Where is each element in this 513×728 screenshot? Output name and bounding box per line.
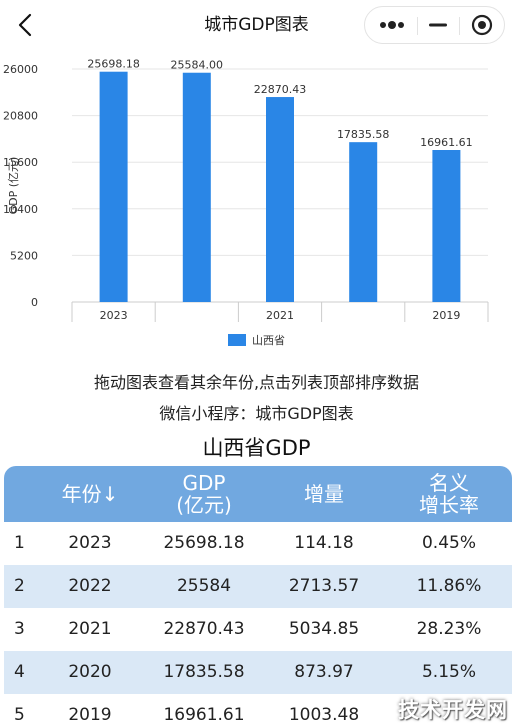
bar — [349, 142, 378, 302]
x-tick-label: 2021 — [266, 309, 294, 322]
target-circle-icon — [471, 14, 492, 36]
row-year: 2019 — [68, 705, 112, 725]
site-watermark: 技术开发网 — [398, 698, 508, 722]
row-growth-rate: 5.15% — [421, 662, 476, 682]
row-rank: 2 — [14, 576, 25, 596]
y-tick-label: 20800 — [3, 110, 38, 123]
table-row[interactable]: 5 2019 16961.61 1003.48 — [4, 694, 512, 728]
increase-header-label: 增量 — [304, 482, 344, 506]
data-label: 16961.61 — [420, 136, 473, 149]
gdp-bar-chart[interactable]: 0 5200 10400 15600 20800 26000 GDP (亿元) 25698.1… — [0, 52, 513, 360]
row-year: 2020 — [68, 662, 112, 682]
chart-canvas: 0 5200 10400 15600 20800 26000 GDP (亿元) 25698.1… — [3, 58, 489, 347]
row-growth-rate: 28.23% — [416, 619, 482, 639]
row-increase: 114.18 — [294, 533, 354, 553]
top-bar: 城市GDP图表 — [0, 0, 513, 50]
table-title: 山西省GDP — [202, 436, 311, 460]
gdp-table: 年份↓ GDP (亿元) 增量 名义 增长率 1 2023 25698.18 1… — [4, 466, 512, 728]
row-rank: 5 — [14, 705, 25, 725]
bar — [432, 149, 461, 302]
data-label: 25584.00 — [171, 59, 224, 72]
rate-header-label-2: 增长率 — [419, 493, 479, 517]
row-gdp: 22870.43 — [163, 619, 245, 639]
more-button[interactable] — [367, 7, 417, 43]
row-increase: 1003.48 — [288, 705, 360, 725]
close-button[interactable] — [459, 7, 504, 43]
table-header: 年份↓ GDP (亿元) 增量 名义 增长率 — [4, 466, 512, 522]
y-tick-label: 15600 — [3, 156, 38, 169]
x-tick-label: 2019 — [432, 309, 460, 322]
row-rank: 4 — [14, 662, 25, 682]
data-label: 25698.18 — [87, 58, 140, 71]
row-gdp: 25698.18 — [163, 533, 245, 553]
increase-column-header[interactable]: 增量 — [269, 466, 379, 522]
row-rank: 3 — [14, 619, 25, 639]
more-dots-icon — [380, 21, 404, 29]
table-row[interactable]: 3 2021 22870.43 5034.85 28.23% — [4, 608, 512, 651]
x-tick-label: 2023 — [100, 309, 128, 322]
bar — [99, 71, 128, 302]
row-year: 2022 — [68, 576, 112, 596]
row-gdp: 25584 — [176, 576, 232, 596]
capsule-divider — [417, 17, 418, 35]
capsule-divider — [459, 17, 460, 35]
y-tick-label: 26000 — [3, 63, 38, 76]
page-title: 城市GDP图表 — [204, 15, 309, 35]
bar — [182, 72, 211, 302]
table-row[interactable]: 4 2020 17835.58 873.97 5.15% — [4, 651, 512, 694]
row-gdp: 17835.58 — [163, 662, 245, 682]
table-row[interactable]: 1 2023 25698.18 114.18 0.45% — [4, 522, 512, 565]
year-column-header[interactable]: 年份↓ — [44, 466, 136, 522]
row-increase: 5034.85 — [288, 619, 360, 639]
y-tick-label: 10400 — [3, 203, 38, 216]
year-header-label: 年份↓ — [61, 482, 119, 506]
chart-hint-text: 拖动图表查看其余年份,点击列表顶部排序数据 — [93, 373, 420, 392]
table-row[interactable]: 2 2022 25584 2713.57 11.86% — [4, 565, 512, 608]
row-increase: 2713.57 — [288, 576, 360, 596]
y-tick-label: 5200 — [10, 249, 38, 262]
growth-rate-column-header[interactable]: 名义 增长率 — [389, 466, 509, 522]
back-button[interactable] — [12, 10, 42, 40]
bar — [266, 97, 294, 302]
row-gdp: 16961.61 — [163, 705, 245, 725]
rate-header-label-1: 名义 — [429, 471, 469, 495]
row-year: 2023 — [68, 533, 112, 553]
row-growth-rate: 0.45% — [421, 533, 476, 553]
capsule-menu — [364, 6, 505, 44]
row-year: 2021 — [68, 619, 112, 639]
gdp-header-label: GDP — [182, 471, 226, 495]
minus-icon — [429, 23, 447, 27]
chevron-left-icon — [18, 13, 32, 37]
mini-program-text: 微信小程序：城市GDP图表 — [159, 404, 354, 423]
gdp-header-unit: (亿元) — [176, 493, 232, 517]
minimize-button[interactable] — [417, 7, 459, 43]
y-tick-label: 0 — [31, 296, 38, 309]
gdp-column-header[interactable]: GDP (亿元) — [144, 466, 264, 522]
data-label: 17835.58 — [337, 128, 390, 141]
y-axis-title: GDP (亿元) — [7, 157, 20, 215]
row-increase: 873.97 — [294, 662, 354, 682]
row-growth-rate: 11.86% — [416, 576, 482, 596]
data-label: 22870.43 — [254, 83, 307, 96]
legend-label: 山西省 — [252, 334, 285, 347]
legend-swatch — [228, 334, 246, 346]
row-rank: 1 — [14, 533, 25, 553]
